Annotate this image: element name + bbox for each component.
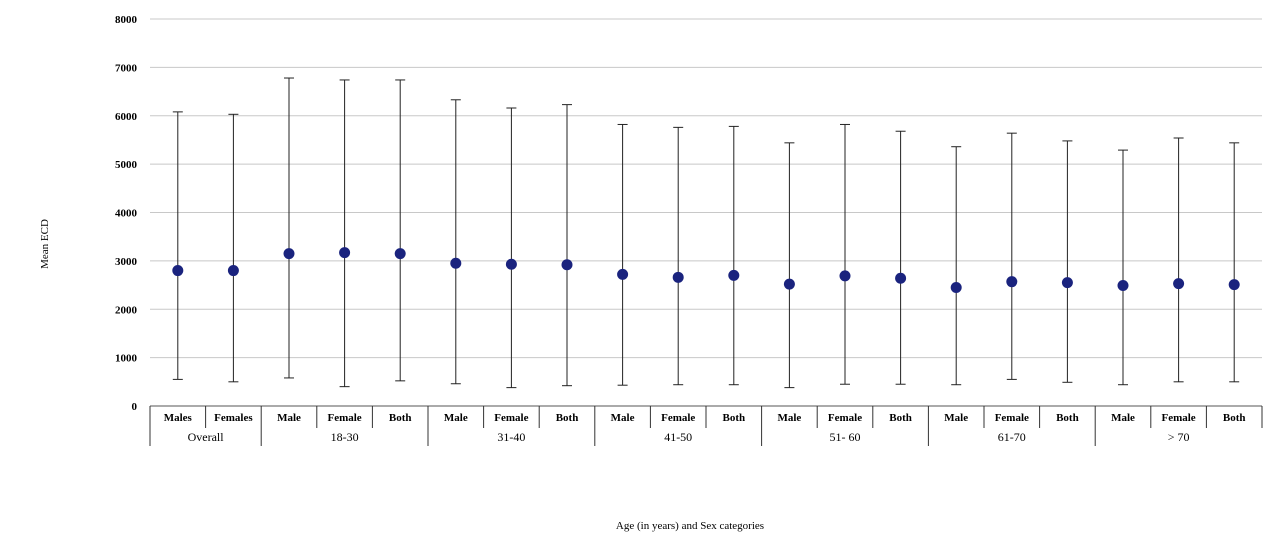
- data-points: [172, 247, 1240, 293]
- gridlines: [150, 18, 1262, 359]
- y-tick-label: 5000: [115, 159, 138, 171]
- y-tick-label: 1000: [115, 353, 138, 365]
- x-category-label: Male: [1111, 412, 1135, 424]
- x-category-label: Male: [277, 412, 301, 424]
- x-group-label: Overall: [188, 430, 225, 444]
- x-group-label: > 70: [1168, 430, 1190, 444]
- x-group-label: 41-50: [664, 430, 692, 444]
- x-group-label: 31-40: [497, 430, 525, 444]
- data-point: [728, 269, 740, 281]
- x-category-label: Male: [777, 412, 801, 424]
- data-point: [783, 278, 795, 290]
- x-category-label: Both: [556, 412, 579, 424]
- x-category-label: Female: [828, 412, 862, 424]
- data-point: [505, 258, 517, 270]
- x-category-label: Male: [944, 412, 968, 424]
- x-category-label: Both: [722, 412, 745, 424]
- data-point: [1228, 279, 1240, 291]
- x-category-label: Females: [214, 412, 253, 424]
- x-category-label: Female: [661, 412, 695, 424]
- y-tick-label: 0: [132, 401, 138, 413]
- x-category-label: Male: [444, 412, 468, 424]
- x-axis-title: Age (in years) and Sex categories: [616, 520, 764, 532]
- data-point: [1006, 276, 1018, 288]
- x-category-label: Both: [889, 412, 912, 424]
- x-category-label: Both: [1223, 412, 1246, 424]
- y-tick-label: 3000: [115, 256, 138, 268]
- x-group-label: 61-70: [998, 430, 1026, 444]
- y-axis-ticks: 0 1000 2000 3000 4000 5000 6000 7000 8000: [115, 14, 138, 413]
- data-point: [1173, 278, 1185, 290]
- error-bars: [172, 77, 1240, 389]
- data-point: [1117, 280, 1129, 292]
- data-point: [172, 265, 184, 277]
- data-point: [227, 265, 239, 277]
- x-category-label: Female: [1161, 412, 1195, 424]
- x-category-label: Males: [164, 412, 193, 424]
- data-point: [394, 248, 406, 260]
- y-axis-title: Mean ECD: [39, 219, 51, 269]
- y-tick-label: 2000: [115, 304, 138, 316]
- x-axis: Males Females Male Female Both Male Female Both…: [149, 405, 1263, 446]
- data-point: [672, 271, 684, 283]
- x-group-label: 18-30: [331, 430, 359, 444]
- data-point: [617, 268, 629, 280]
- y-tick-label: 6000: [115, 111, 138, 123]
- data-point: [450, 257, 462, 269]
- data-point: [283, 248, 295, 260]
- x-category-label: Female: [995, 412, 1029, 424]
- data-point: [1061, 277, 1073, 289]
- x-group-label: 51- 60: [830, 430, 861, 444]
- x-category-label: Female: [494, 412, 528, 424]
- data-point: [561, 259, 573, 271]
- y-tick-label: 7000: [115, 62, 138, 74]
- y-tick-label: 4000: [115, 208, 138, 220]
- x-category-label: Female: [327, 412, 361, 424]
- y-tick-label: 8000: [115, 14, 138, 26]
- x-category-label: Both: [389, 412, 412, 424]
- data-point: [839, 270, 851, 282]
- data-point: [950, 281, 962, 293]
- x-category-label: Both: [1056, 412, 1079, 424]
- x-category-label: Male: [611, 412, 635, 424]
- data-point: [339, 247, 351, 259]
- data-point: [895, 272, 907, 284]
